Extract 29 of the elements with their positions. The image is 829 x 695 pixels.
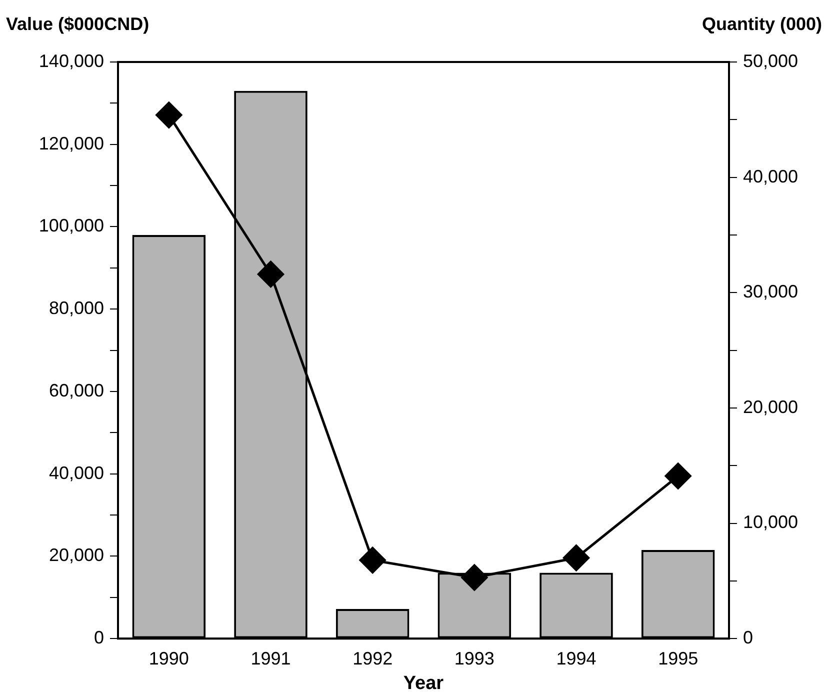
y2-tick-label: 40,000 [743, 166, 798, 186]
x-tick-label: 1994 [556, 648, 596, 668]
y2-tick-label: 10,000 [743, 512, 798, 532]
y-tick-label: 100,000 [38, 216, 104, 236]
point [461, 564, 488, 591]
y2-tick-label: 0 [743, 628, 754, 648]
x-tick-label: 1992 [352, 648, 393, 668]
point [359, 546, 386, 574]
point [664, 462, 692, 490]
y-tick-label: 80,000 [48, 298, 104, 318]
point [156, 102, 182, 128]
x-tick-label: 1991 [250, 648, 291, 668]
y2-axis-title: Quantity (000) [702, 14, 822, 34]
y-tick-label: 140,000 [38, 50, 104, 71]
y-tick-label: 40,000 [48, 462, 104, 483]
x-axis-title: Year [403, 672, 444, 694]
y2-tick-label: 50,000 [743, 50, 798, 71]
y-tick-label: 0 [94, 628, 104, 648]
point [563, 544, 590, 572]
x-tick-label: 1993 [454, 648, 494, 668]
y2-tick-label: 30,000 [743, 282, 798, 302]
y-axis-title: Value ($000CND) [6, 14, 150, 34]
y-tick-label: 20,000 [48, 545, 104, 566]
y-tick-label: 120,000 [38, 133, 104, 154]
point [258, 260, 284, 288]
y-tick-label: 60,000 [48, 380, 104, 400]
x-tick-label: 1995 [658, 648, 698, 668]
y2-tick-label: 20,000 [743, 396, 798, 417]
x-tick-label: 1990 [148, 648, 189, 668]
